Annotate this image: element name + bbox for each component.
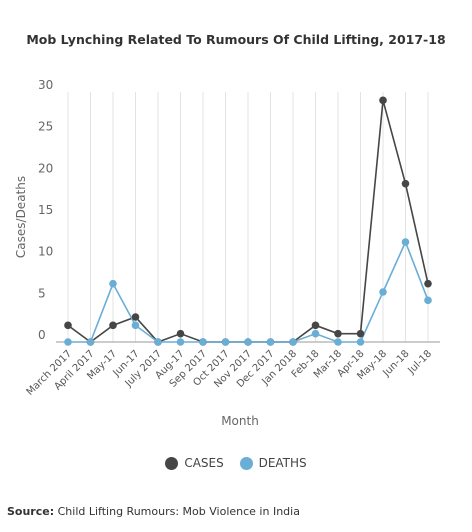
series-points: [64, 96, 432, 346]
y-tick-label: 0: [38, 328, 46, 342]
data-point-cases[interactable]: [401, 179, 410, 188]
data-point-deaths[interactable]: [401, 238, 410, 246]
x-tick-label: Jul-18: [406, 348, 435, 377]
data-point-cases[interactable]: [176, 329, 185, 338]
data-point-cases[interactable]: [379, 96, 387, 105]
data-point-deaths[interactable]: [176, 338, 185, 346]
y-axis-ticks: 0 5 10 15 20 25 30: [38, 78, 53, 342]
x-axis-label: Month: [221, 414, 259, 428]
legend-item-deaths[interactable]: DEATHS: [239, 456, 307, 470]
source-note: Source: Child Lifting Rumours: Mob Viole…: [7, 505, 300, 518]
legend-label-cases: CASES: [184, 456, 224, 470]
legend-label-deaths: DEATHS: [258, 456, 307, 470]
source-label: Source:: [7, 505, 55, 518]
y-tick-label: 5: [38, 286, 46, 300]
legend-swatch-deaths: [239, 457, 253, 470]
data-point-deaths[interactable]: [244, 338, 252, 346]
data-point-deaths[interactable]: [199, 338, 207, 346]
legend-item-cases[interactable]: CASES: [165, 456, 224, 470]
data-point-deaths[interactable]: [289, 338, 297, 346]
data-point-deaths[interactable]: [424, 296, 432, 305]
data-point-deaths[interactable]: [334, 338, 342, 346]
data-point-cases[interactable]: [334, 329, 342, 338]
data-point-cases[interactable]: [356, 329, 365, 338]
data-point-deaths[interactable]: [379, 288, 387, 296]
data-point-cases[interactable]: [424, 279, 432, 288]
data-point-deaths[interactable]: [356, 338, 365, 346]
y-tick-label: 25: [38, 120, 53, 134]
data-point-cases[interactable]: [131, 313, 140, 321]
legend: CASES DEATHS: [0, 456, 472, 470]
y-axis-label: Cases/Deaths: [14, 176, 28, 258]
chart-title: Mob Lynching Related To Rumours Of Child…: [26, 32, 446, 47]
data-point-deaths[interactable]: [64, 338, 72, 346]
data-point-cases[interactable]: [311, 321, 320, 330]
y-tick-label: 10: [38, 245, 53, 259]
data-point-deaths[interactable]: [131, 321, 140, 330]
y-tick-label: 20: [38, 161, 53, 175]
data-point-deaths[interactable]: [221, 338, 230, 346]
data-point-deaths[interactable]: [86, 338, 95, 346]
y-tick-label: 30: [38, 78, 53, 92]
legend-swatch-cases: [165, 457, 179, 470]
data-point-deaths[interactable]: [109, 279, 117, 288]
grid-lines: [56, 92, 440, 343]
data-point-cases[interactable]: [64, 321, 72, 330]
source-text: Child Lifting Rumours: Mob Violence in I…: [57, 505, 300, 518]
data-point-deaths[interactable]: [266, 338, 275, 346]
y-tick-label: 15: [38, 203, 53, 217]
data-point-cases[interactable]: [109, 321, 117, 330]
data-point-deaths[interactable]: [311, 329, 320, 338]
data-point-deaths[interactable]: [154, 338, 162, 346]
